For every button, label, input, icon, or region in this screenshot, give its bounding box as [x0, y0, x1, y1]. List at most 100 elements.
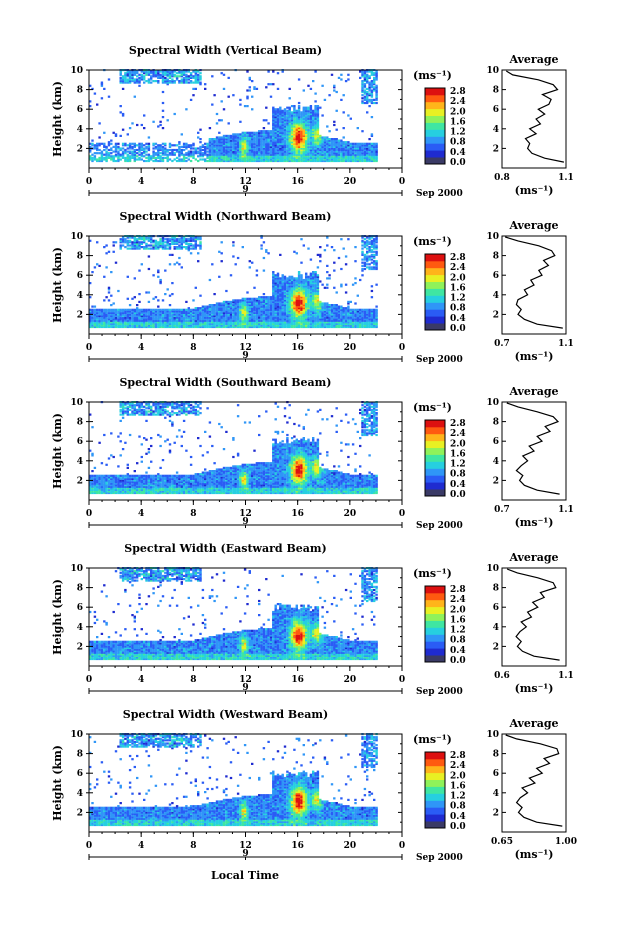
heatmap-cell — [340, 313, 343, 316]
heatmap-cell — [361, 130, 364, 133]
heatmap-cell — [199, 314, 202, 318]
heatmap-cell — [319, 319, 322, 322]
heatmap-cell — [297, 322, 301, 325]
heatmap-cell — [323, 322, 327, 325]
heatmap-cell — [300, 293, 303, 296]
heatmap-cell — [267, 311, 270, 314]
heatmap-cell — [316, 278, 320, 282]
heatmap-cell — [373, 78, 376, 81]
heatmap-cell — [295, 316, 298, 319]
heatmap-cell — [333, 153, 336, 156]
heatmap-cell — [180, 321, 183, 324]
heatmap-cell — [211, 319, 214, 322]
heatmap-cell — [248, 155, 251, 158]
heatmap-cell — [281, 128, 284, 131]
heatmap-cell — [161, 247, 165, 250]
heatmap-cell — [208, 148, 212, 152]
heatmap-cell — [220, 319, 223, 322]
heatmap-cell — [260, 136, 263, 139]
heatmap-cell — [114, 321, 118, 324]
heatmap-cell — [286, 150, 289, 153]
heatmap-cell — [211, 316, 214, 319]
heatmap-cell — [323, 314, 327, 318]
heatmap-cell — [192, 308, 195, 311]
heatmap-cell — [267, 138, 270, 141]
heatmap-cell — [375, 94, 378, 97]
heatmap-cell — [152, 314, 155, 318]
heatmap-cell — [138, 308, 141, 311]
heatmap-cell — [93, 310, 97, 313]
heatmap-cell — [262, 302, 266, 305]
heatmap-cell — [295, 116, 298, 119]
heatmap-cell — [281, 321, 284, 324]
heatmap-cell — [286, 128, 289, 131]
heatmap-cell — [154, 308, 158, 311]
heatmap-cell — [300, 299, 303, 302]
heatmap-cell — [197, 322, 200, 325]
heatmap-cell — [267, 308, 270, 311]
heatmap-cell — [359, 318, 362, 321]
heatmap-cell — [89, 84, 92, 87]
heatmap-cell — [276, 116, 280, 119]
heatmap-cell — [229, 134, 233, 137]
heatmap-cell — [321, 150, 324, 153]
heatmap-cell — [359, 150, 362, 153]
heatmap-cell — [274, 127, 277, 130]
heatmap-cell — [279, 318, 282, 321]
heatmap-cell — [340, 152, 343, 155]
heatmap-cell — [189, 76, 193, 79]
heatmap-cell — [145, 247, 148, 250]
heatmap-cell — [265, 308, 268, 311]
heatmap-cell — [295, 155, 298, 158]
heatmap-cell — [143, 314, 146, 318]
heatmap-cell — [258, 302, 261, 305]
heatmap-cell — [251, 152, 254, 155]
heatmap-cell — [267, 316, 270, 319]
heatmap-cell — [140, 321, 143, 324]
heatmap-cell — [182, 311, 186, 314]
heatmap-cell — [147, 148, 151, 152]
heatmap-cell — [112, 310, 115, 313]
heatmap-cell — [312, 138, 315, 141]
heatmap-cell — [189, 150, 193, 153]
heatmap-cell — [274, 141, 277, 144]
heatmap-cell — [363, 90, 367, 94]
heatmap-cell — [220, 313, 223, 316]
heatmap-cell — [96, 152, 99, 155]
heatmap-cell — [297, 120, 301, 123]
heatmap-cell — [269, 304, 273, 307]
heatmap-cell — [293, 283, 296, 286]
heatmap-cell — [105, 308, 108, 311]
heatmap-cell — [302, 321, 305, 324]
heatmap-cell — [91, 310, 94, 313]
heatmap-cell — [269, 153, 273, 156]
heatmap-cell — [279, 307, 282, 310]
heatmap-cell — [274, 289, 277, 293]
heatmap-cell — [265, 145, 268, 148]
heatmap-cell — [239, 134, 242, 137]
heatmap-cell — [279, 150, 282, 153]
heatmap-cell — [199, 242, 202, 245]
heatmap-cell — [316, 112, 320, 116]
heatmap-cell — [272, 325, 275, 329]
heatmap-cell — [227, 307, 230, 310]
heatmap-cell — [274, 322, 277, 325]
heatmap-cell — [199, 241, 202, 244]
heatmap-cell — [274, 313, 277, 316]
heatmap-cell — [337, 76, 341, 79]
heatmap-cell — [166, 244, 169, 247]
heatmap-cell — [222, 150, 226, 153]
heatmap-cell — [297, 148, 301, 152]
heatmap-cell — [279, 116, 282, 119]
heatmap-cell — [253, 316, 256, 319]
heatmap-cell — [307, 117, 310, 120]
heatmap-cell — [314, 106, 317, 109]
heatmap-cell — [213, 305, 216, 308]
heatmap-cell — [265, 299, 268, 302]
heatmap-cell — [255, 321, 259, 324]
heatmap-cell — [290, 120, 294, 123]
heatmap-cell — [373, 76, 376, 79]
heatmap-cell — [218, 141, 221, 144]
heatmap-cell — [133, 236, 136, 239]
heatmap-cell — [89, 308, 92, 311]
